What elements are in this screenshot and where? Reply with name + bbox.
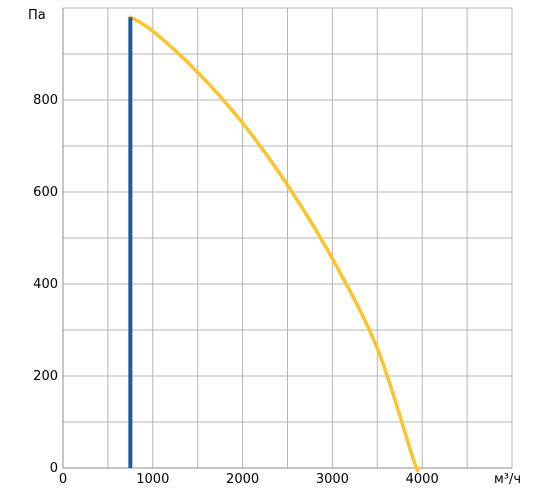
y-tick-label: 0 — [50, 461, 58, 476]
y-tick-label: 800 — [33, 93, 58, 108]
x-tick-label: 0 — [59, 472, 67, 487]
x-axis-label: м³/ч — [494, 472, 521, 487]
y-tick-label: 400 — [33, 277, 58, 292]
grid — [62, 7, 513, 469]
y-axis-label: Па — [28, 8, 46, 23]
x-tick-label: 4000 — [406, 472, 439, 487]
tick-labels: 0 1000 2000 3000 4000 0 200 400 600 800 — [33, 93, 439, 487]
y-tick-label: 600 — [33, 185, 58, 200]
x-tick-label: 1000 — [136, 472, 169, 487]
x-tick-label: 2000 — [226, 472, 259, 487]
performance-curve — [128, 15, 420, 473]
x-tick-label: 3000 — [316, 472, 349, 487]
y-tick-label: 200 — [33, 369, 58, 384]
series-group — [128, 15, 420, 473]
